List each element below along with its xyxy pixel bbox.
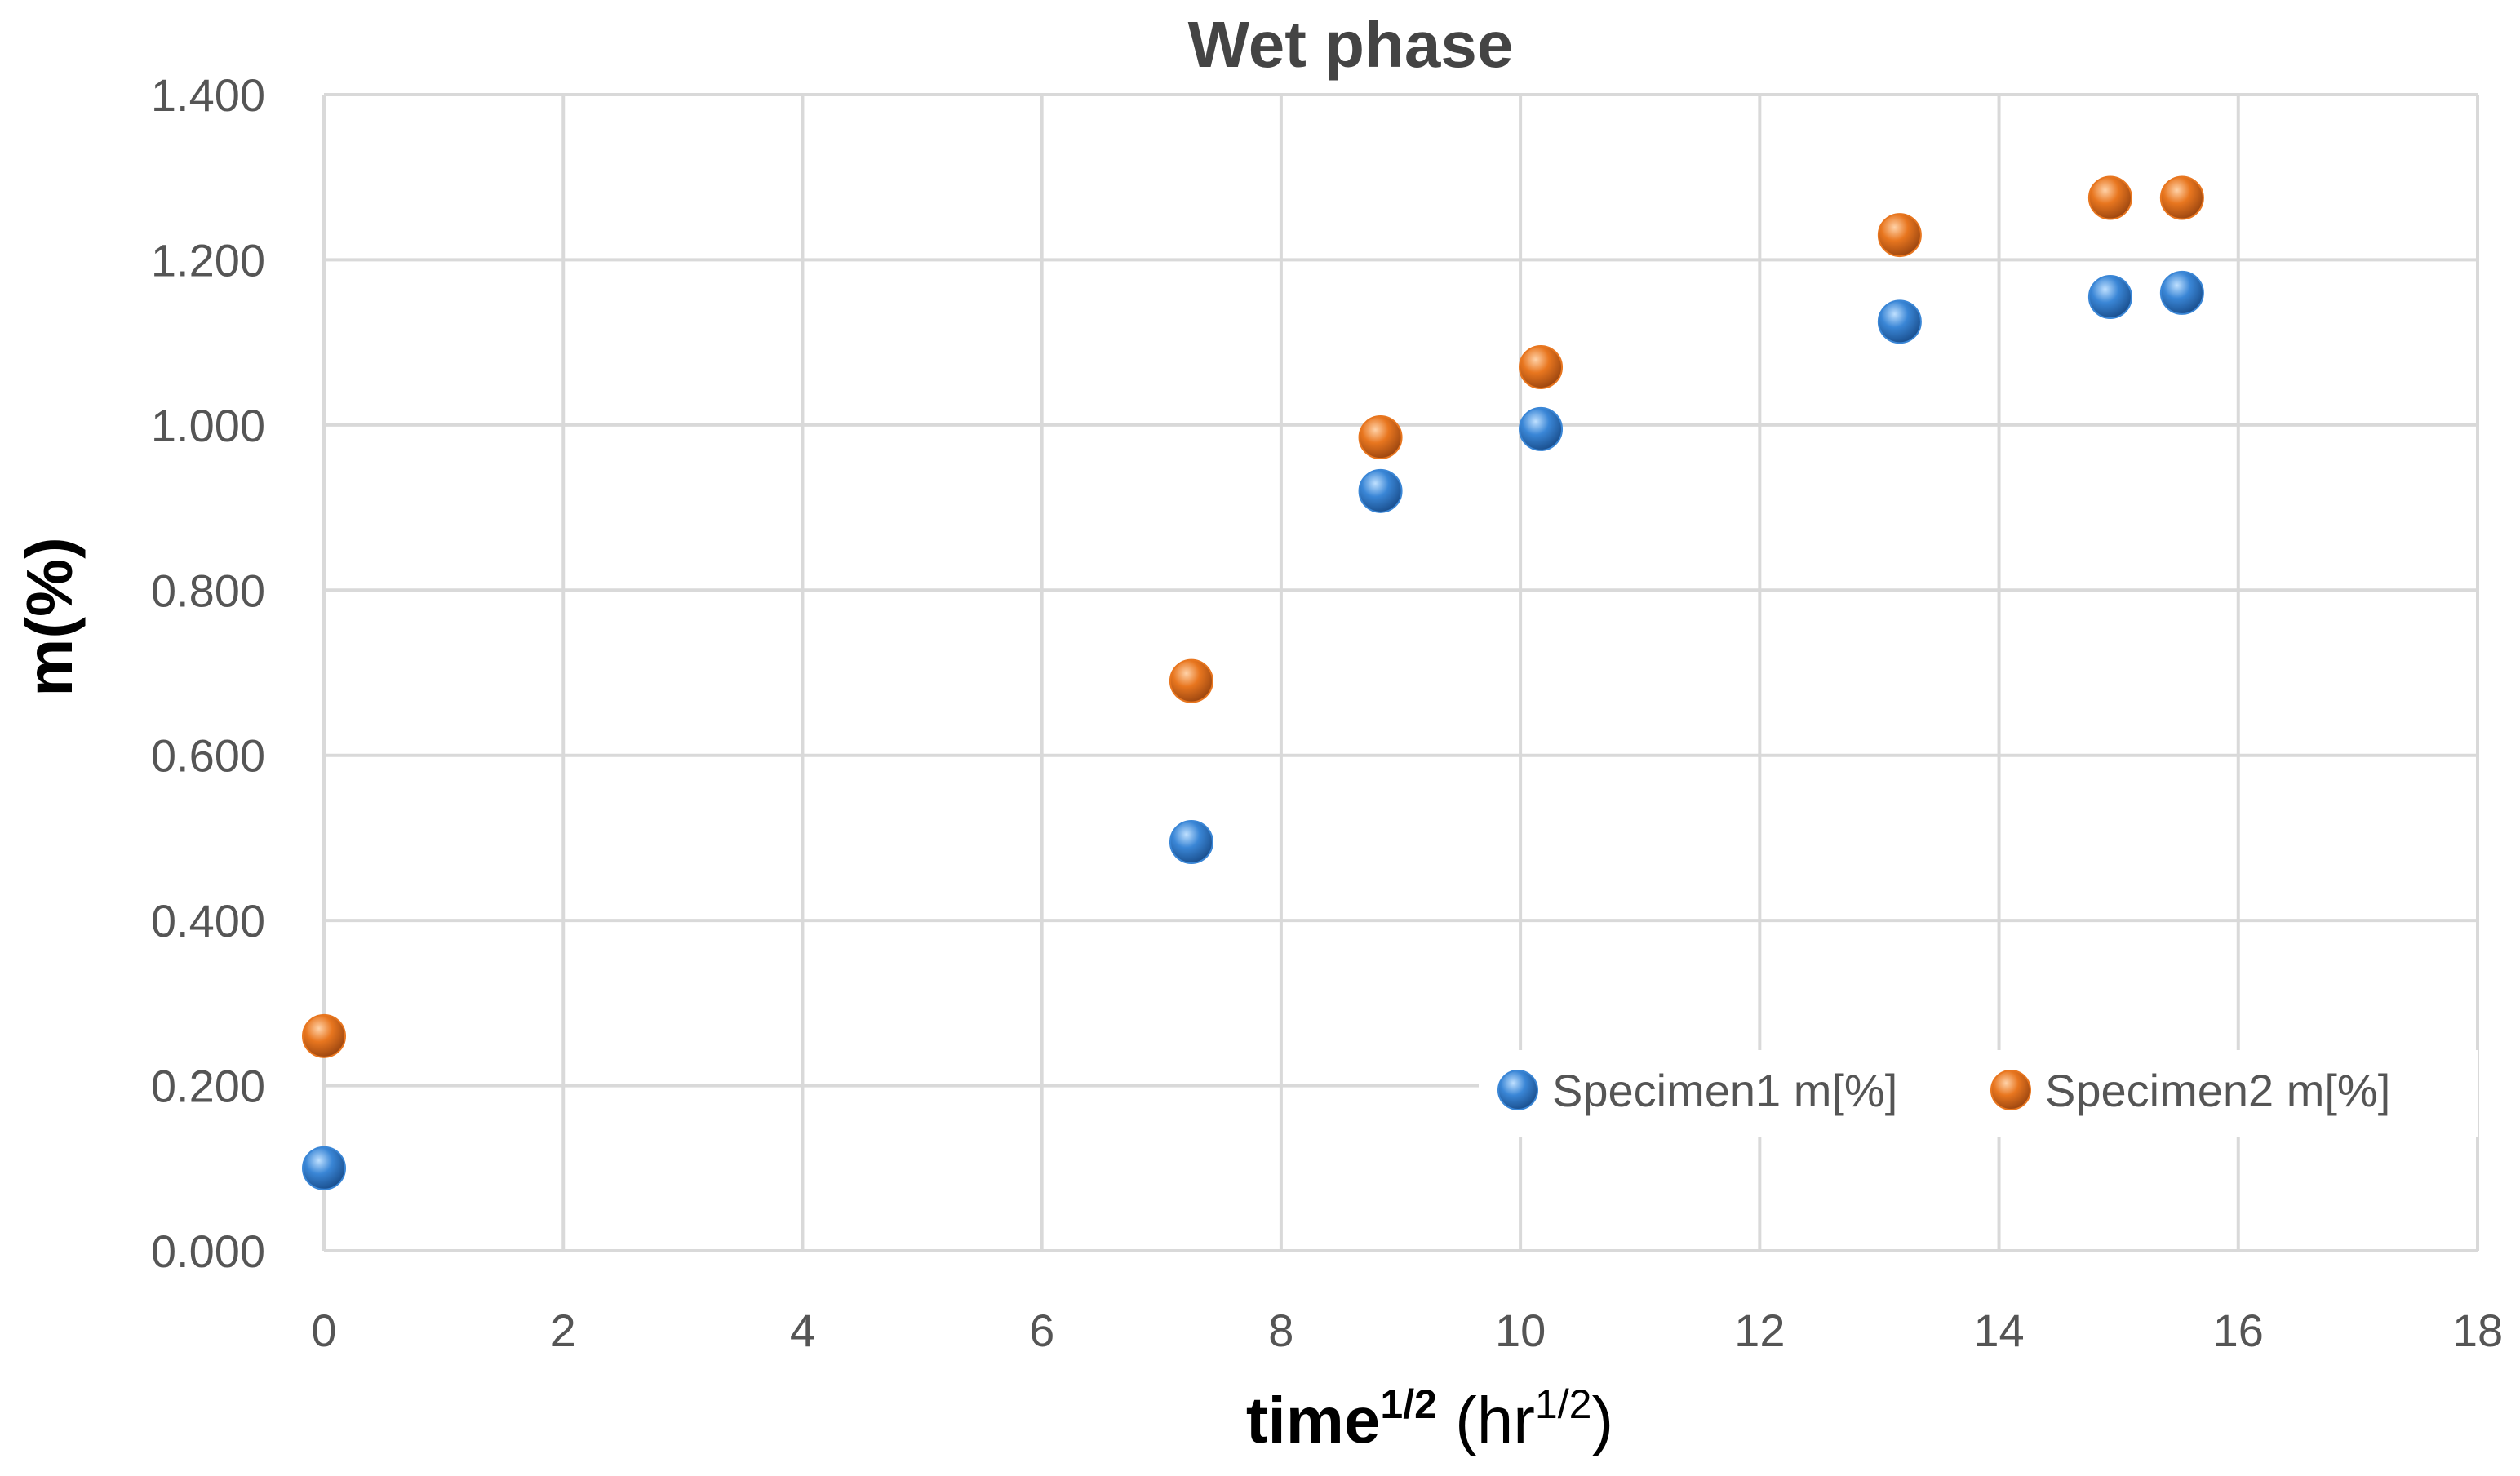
y-tick-labels: 0.000 0.200 0.400 0.600 0.800 1.000 1.200 1.400 bbox=[151, 69, 265, 1277]
series-1-point-3 bbox=[1519, 406, 1564, 451]
series-2-point-0 bbox=[302, 1013, 346, 1058]
y-tick-label-1: 0.200 bbox=[151, 1061, 265, 1112]
x-tick-label-1: 2 bbox=[551, 1305, 576, 1356]
x-tick-label-6: 12 bbox=[1734, 1305, 1785, 1356]
grid bbox=[322, 93, 2479, 1252]
x-axis-label-unit-close: ) bbox=[1591, 1384, 1613, 1456]
series-1-point-2 bbox=[1358, 468, 1403, 513]
x-tick-label-5: 10 bbox=[1495, 1305, 1546, 1356]
series-1-point-4 bbox=[1877, 299, 1922, 344]
legend-marker-1 bbox=[1497, 1070, 1538, 1110]
legend: Specimen1 m[%] Specimen2 m[%] bbox=[1479, 1050, 2478, 1137]
series-2-point-4 bbox=[1877, 213, 1922, 258]
series-1-point-5 bbox=[2087, 274, 2132, 319]
y-tick-label-7: 1.400 bbox=[151, 69, 265, 121]
y-axis-label: m(%) bbox=[13, 537, 86, 697]
legend-label-1: Specimen1 m[%] bbox=[1552, 1065, 1897, 1116]
x-tick-label-0: 0 bbox=[311, 1305, 336, 1356]
series-1-point-6 bbox=[2159, 270, 2204, 315]
x-tick-label-3: 6 bbox=[1029, 1305, 1054, 1356]
legend-marker-2 bbox=[1990, 1070, 2031, 1110]
series-1-point-0 bbox=[302, 1146, 346, 1190]
y-tick-label-3: 0.600 bbox=[151, 730, 265, 782]
x-tick-labels: 0 2 4 6 8 10 12 14 16 18 bbox=[311, 1305, 2503, 1356]
x-tick-label-8: 16 bbox=[2213, 1305, 2264, 1356]
y-tick-label-2: 0.400 bbox=[151, 895, 265, 946]
chart-title: Wet phase bbox=[1188, 8, 1514, 81]
x-axis-label-unit: (hr bbox=[1437, 1384, 1535, 1456]
x-tick-label-4: 8 bbox=[1268, 1305, 1293, 1356]
y-tick-label-5: 1.000 bbox=[151, 400, 265, 451]
series-2-point-6 bbox=[2159, 175, 2204, 220]
series-2-point-5 bbox=[2087, 175, 2132, 220]
x-axis-label-unit-exponent: 1/2 bbox=[1535, 1381, 1592, 1427]
data-points bbox=[302, 175, 2204, 1190]
x-axis-label: time1/2 (hr1/2) bbox=[1246, 1381, 1613, 1456]
series-1-point-1 bbox=[1169, 819, 1213, 864]
x-tick-label-7: 14 bbox=[1973, 1305, 2024, 1356]
y-tick-label-4: 0.800 bbox=[151, 565, 265, 616]
legend-background bbox=[1479, 1050, 2478, 1137]
legend-label-2: Specimen2 m[%] bbox=[2045, 1065, 2390, 1116]
y-tick-label-0: 0.000 bbox=[151, 1226, 265, 1277]
x-tick-label-9: 18 bbox=[2452, 1305, 2503, 1356]
series-2-point-1 bbox=[1169, 658, 1213, 703]
series-2-point-3 bbox=[1519, 345, 1564, 390]
series-2-point-2 bbox=[1358, 415, 1403, 460]
y-tick-label-6: 1.200 bbox=[151, 234, 265, 286]
x-tick-label-2: 4 bbox=[790, 1305, 815, 1356]
x-axis-label-base: time bbox=[1246, 1384, 1381, 1456]
x-axis-label-exponent: 1/2 bbox=[1380, 1381, 1437, 1427]
